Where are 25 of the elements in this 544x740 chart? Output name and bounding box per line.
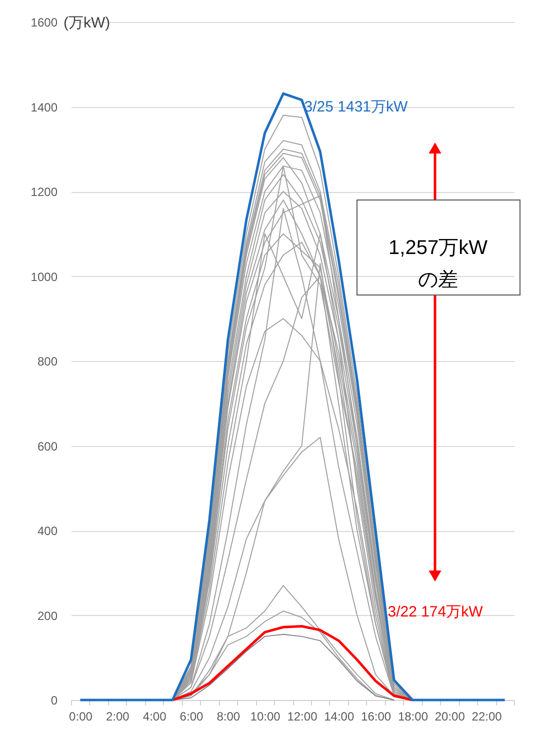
y-tick-label: 400 xyxy=(37,524,58,538)
y-tick-label: 1400 xyxy=(30,100,58,114)
x-tick-label: 0:00 xyxy=(69,710,93,724)
x-tick-label: 12:00 xyxy=(287,710,318,724)
x-tick-label: 2:00 xyxy=(106,710,130,724)
x-tick-label: 16:00 xyxy=(361,710,392,724)
series-label: 3/25 1431万kW xyxy=(304,98,408,116)
x-tick-label: 8:00 xyxy=(216,710,240,724)
y-tick-label: 1000 xyxy=(30,270,58,284)
y-tick-label: 1200 xyxy=(30,185,58,199)
annotation: 1,257万kW の差 xyxy=(388,237,488,291)
x-tick-label: 4:00 xyxy=(142,710,167,724)
text: 3/22 174万kW xyxy=(388,603,484,620)
y-tick-label: 0 xyxy=(50,694,58,708)
y-axis-title: (万kW) xyxy=(64,14,110,32)
y-tick-label: 1600 xyxy=(30,16,58,30)
x-tick-label: 22:00 xyxy=(472,710,502,724)
x-tick-label: 20:00 xyxy=(434,710,466,724)
x-tick-label: 10:00 xyxy=(250,710,281,724)
y-tick-label: 800 xyxy=(37,354,58,368)
y-tick-label: 600 xyxy=(37,439,58,454)
x-tick-label: 18:00 xyxy=(398,710,428,724)
x-tick-label: 6:00 xyxy=(180,710,204,724)
x-tick-label: 14:00 xyxy=(324,710,354,724)
y-tick-label: 200 xyxy=(37,608,58,623)
